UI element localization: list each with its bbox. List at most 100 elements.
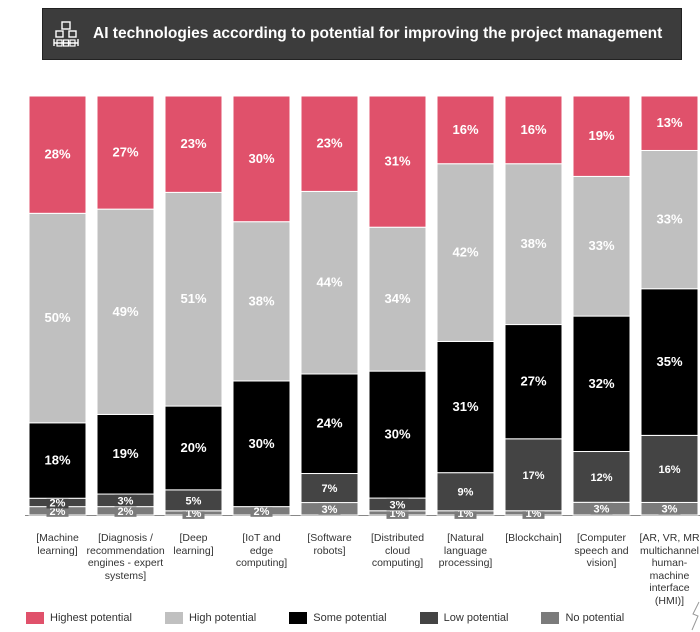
legend-label: High potential (188, 612, 257, 624)
bar-segment-some-potential-9 (572, 315, 631, 453)
data-label-high-potential-6: 34% (384, 291, 410, 306)
category-label-line: computing] (371, 557, 424, 569)
data-label-no-potential-2: 2% (118, 506, 134, 518)
category-label-line: edge (249, 544, 274, 557)
data-label-low-potential-10: 16% (658, 464, 680, 476)
bar-segment-highest-potential-1 (28, 95, 87, 214)
bar-segment-low-potential-7 (436, 472, 495, 512)
category-label-line: human- (651, 557, 688, 569)
data-label-chip-no-potential-4 (250, 504, 273, 517)
data-label-some-potential-4: 30% (248, 436, 274, 451)
data-label-highest-potential-4: 30% (248, 151, 274, 166)
category-label-line: vision] (586, 557, 617, 569)
data-label-highest-potential-2: 27% (112, 145, 138, 160)
category-label-line: processing] (438, 557, 493, 569)
stacked-bar-chart: 2%2%18%50%28%2%3%19%49%27%1%5%20%51%23%2… (25, 95, 700, 520)
data-label-high-potential-10: 33% (656, 212, 682, 227)
data-label-no-potential-1: 2% (50, 506, 66, 518)
data-label-low-potential-1: 2% (50, 497, 66, 509)
bar-segment-some-potential-5 (300, 373, 359, 475)
category-label-line: [IoT and (242, 532, 281, 544)
data-label-some-potential-8: 27% (520, 374, 546, 389)
data-label-some-potential-6: 30% (384, 427, 410, 442)
bar-segment-high-potential-9 (572, 175, 631, 317)
data-label-high-potential-5: 44% (316, 275, 342, 290)
bar-segment-highest-potential-5 (300, 95, 359, 192)
bar-segment-high-potential-2 (96, 208, 155, 415)
category-label-line: multichannel (640, 544, 699, 557)
category-label-line: recommendation (86, 544, 165, 557)
bar-segment-high-potential-5 (300, 190, 359, 375)
category-label-9: [Computer speech and vision] (563, 532, 641, 570)
category-label-line: learning] (173, 544, 214, 557)
data-label-no-potential-4: 2% (254, 506, 270, 518)
data-label-no-potential-5: 3% (322, 504, 338, 516)
data-label-high-potential-9: 33% (588, 238, 614, 253)
bar-segment-some-potential-10 (640, 288, 699, 436)
legend-label: Low potential (443, 612, 509, 624)
data-label-highest-potential-7: 16% (452, 122, 478, 137)
bar-segment-low-potential-8 (504, 438, 563, 512)
bar-segment-highest-potential-8 (504, 95, 563, 165)
data-label-low-potential-6: 3% (390, 499, 406, 511)
data-label-no-potential-10: 3% (662, 504, 678, 516)
category-label-line: computing] (235, 557, 288, 569)
category-label-line: [Distributed (370, 532, 425, 544)
category-label-line: robots] (313, 544, 346, 557)
bar-segment-some-potential-1 (28, 422, 87, 499)
category-label-line: [Machine (36, 532, 79, 544)
bar-segment-high-potential-3 (164, 191, 223, 407)
category-label-line: cloud (384, 544, 411, 557)
data-label-low-potential-3: 5% (186, 495, 202, 507)
legend-label: Highest potential (50, 612, 132, 624)
legend-swatch (541, 612, 560, 624)
bar-segment-high-potential-4 (232, 221, 291, 382)
data-label-high-potential-1: 50% (44, 310, 70, 325)
data-label-highest-potential-5: 23% (316, 136, 342, 151)
bar-segment-highest-potential-2 (96, 95, 155, 210)
data-label-some-potential-1: 18% (44, 453, 70, 468)
data-label-some-potential-10: 35% (656, 354, 682, 369)
data-label-some-potential-2: 19% (112, 446, 138, 461)
data-label-highest-potential-10: 13% (656, 115, 682, 130)
legend-item-high-potential: High potential (164, 612, 257, 624)
data-label-highest-potential-1: 28% (44, 147, 70, 162)
legend-swatch (26, 612, 44, 624)
data-label-highest-potential-6: 31% (384, 154, 410, 169)
category-label-6: [Distributed cloud computing] (359, 532, 437, 570)
category-label-4: [IoT and edge computing] (223, 532, 301, 570)
category-label-line: [Diagnosis / (98, 532, 153, 544)
bar-segment-high-potential-6 (368, 226, 427, 372)
bar-segment-highest-potential-3 (164, 95, 223, 193)
legend-label: Some potential (313, 612, 387, 624)
category-label-1: [Machine learning] (19, 532, 97, 557)
data-label-low-potential-9: 12% (590, 472, 612, 484)
data-label-high-potential-8: 38% (520, 236, 546, 251)
category-label-8: [Blockchain] (495, 532, 573, 545)
category-label-line: engines - expert (87, 557, 164, 569)
category-label-line: [Software (307, 532, 352, 544)
category-label-line: language (443, 544, 488, 557)
data-label-low-potential-2: 3% (118, 495, 134, 507)
legend-item-highest-potential: Highest potential (26, 612, 132, 624)
category-label-5: [Software robots] (291, 532, 369, 557)
bar-segment-some-potential-7 (436, 340, 495, 474)
category-label-7: [Natural language processing] (427, 532, 505, 570)
legend-item-low-potential: Low potential (419, 612, 509, 624)
bar-segment-some-potential-4 (232, 380, 291, 508)
bar-segment-highest-potential-9 (572, 95, 631, 177)
data-label-chip-no-potential-2 (114, 504, 137, 517)
data-label-chip-no-potential-5 (318, 502, 341, 515)
category-label-line: (HMI)] (654, 594, 685, 607)
bar-segment-low-potential-5 (300, 473, 359, 504)
data-label-highest-potential-8: 16% (520, 122, 546, 137)
category-label-line: [Deep (179, 532, 208, 544)
corner-mark (691, 601, 700, 631)
category-label-line: machine (649, 569, 690, 582)
category-label-line: interface (649, 582, 690, 594)
data-label-high-potential-7: 42% (452, 245, 478, 260)
bar-segment-some-potential-6 (368, 370, 427, 499)
bar-segment-highest-potential-10 (640, 95, 699, 151)
legend-label: No potential (565, 612, 625, 624)
bar-segment-highest-potential-4 (232, 95, 291, 223)
